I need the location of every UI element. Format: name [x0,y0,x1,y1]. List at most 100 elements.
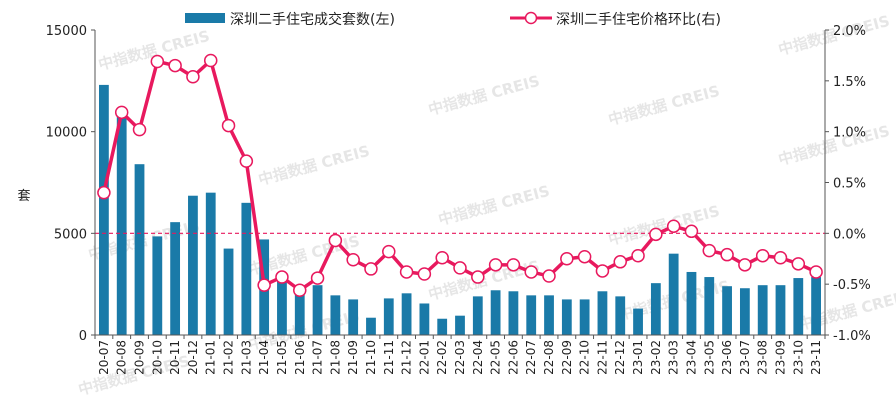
line-point [150,54,165,69]
bar [775,285,786,335]
bar [668,253,679,335]
x-tick-label: 21-09 [346,340,360,375]
bar [722,286,732,335]
line-point [97,185,111,200]
line-point [203,53,218,68]
watermark-text: 中指数据 CREIS [426,72,541,119]
right-y-tick-label: 1.0% [833,126,866,141]
bar [508,291,519,335]
line-point [720,247,734,262]
bar [615,296,626,335]
x-tick-label: 22-03 [453,340,467,375]
bar [348,299,359,335]
bar [455,315,465,335]
watermark-text: 中指数据 CREIS [606,82,721,129]
line-point [809,265,823,279]
line-point [310,271,325,285]
bar [116,109,127,335]
x-tick-label: 23-07 [738,340,752,375]
line-point [542,269,556,283]
bar [99,84,109,336]
x-tick-label: 22-06 [506,340,520,375]
line-point [595,264,610,278]
bar [205,192,216,335]
line-point [239,154,254,168]
watermark-text: 中指数据 CREIS [256,142,371,189]
x-tick-label: 21-06 [293,340,307,375]
line-point [524,265,538,279]
x-tick-label: 20-09 [133,340,147,375]
bar [152,236,163,335]
line-point [435,250,449,265]
line-point [791,257,806,271]
bar [401,293,412,335]
line-point [257,278,271,292]
x-axis-ticks: 20-07 20-08 20-09 20-10 20-11 20-12 21-01 21-02… [97,340,823,375]
bar [793,278,804,335]
line-point [186,70,200,84]
x-tick-label: 22-08 [542,340,556,375]
legend-line-label: 深圳二手住宅价格环比(右) [556,12,721,28]
x-tick-label: 23-10 [791,340,805,375]
line-point [168,58,182,73]
left-y-tick-label: 10000 [46,126,87,141]
bar [544,295,554,335]
right-y-tick-label: -0.5% [833,278,871,293]
bar [597,291,608,335]
bar [223,248,234,335]
x-tick-label: 21-01 [204,340,218,375]
x-tick-label: 20-08 [115,340,129,375]
watermark-text: 中指数据 CREIS [606,202,721,249]
x-tick-label: 22-11 [595,340,609,375]
right-y-tick-label: 0.5% [833,177,866,192]
legend-bar-label: 深圳二手住宅成交套数(左) [230,11,395,28]
x-tick-label: 21-03 [239,340,253,375]
bar [170,222,181,335]
x-tick-label: 21-02 [222,340,236,375]
x-tick-label: 21-05 [275,340,289,375]
bar [277,281,287,335]
bar [704,277,715,335]
x-tick-label: 23-02 [649,340,663,375]
bar [579,299,590,335]
line-point [275,270,289,284]
bar [526,295,537,335]
line-point [506,258,521,272]
bar [490,290,501,335]
bar [811,277,821,335]
x-tick-label: 23-09 [773,340,787,375]
bar [366,317,376,335]
legend-bar-swatch [185,13,225,23]
bar [739,288,750,335]
x-tick-label: 23-05 [702,340,716,375]
line-point [684,224,699,239]
line-point [346,253,360,267]
line-point [221,118,236,133]
line-point [328,233,343,248]
x-tick-label: 22-01 [417,340,431,375]
line-point [471,270,485,284]
x-tick-label: 22-12 [613,340,627,375]
bar [686,271,697,335]
x-tick-label: 21-08 [328,340,342,375]
x-tick-label: 20-11 [168,340,182,375]
x-tick-label: 23-06 [720,340,734,375]
x-tick-label: 23-01 [631,340,645,375]
right-y-tick-label: 0.0% [833,227,866,242]
bar-series [99,84,821,336]
x-tick-label: 21-07 [311,340,325,375]
line-point [293,283,307,298]
line-point [738,258,752,272]
x-tick-label: 21-11 [382,340,396,375]
bar [241,202,252,335]
line-point [631,248,645,263]
x-tick-label: 21-04 [257,340,271,375]
bar [650,283,661,335]
bar [757,285,768,335]
bar [419,303,430,335]
line-point [702,243,717,258]
right-y-tick-label: 1.5% [833,75,866,90]
bar [437,318,448,335]
bar [472,296,483,335]
